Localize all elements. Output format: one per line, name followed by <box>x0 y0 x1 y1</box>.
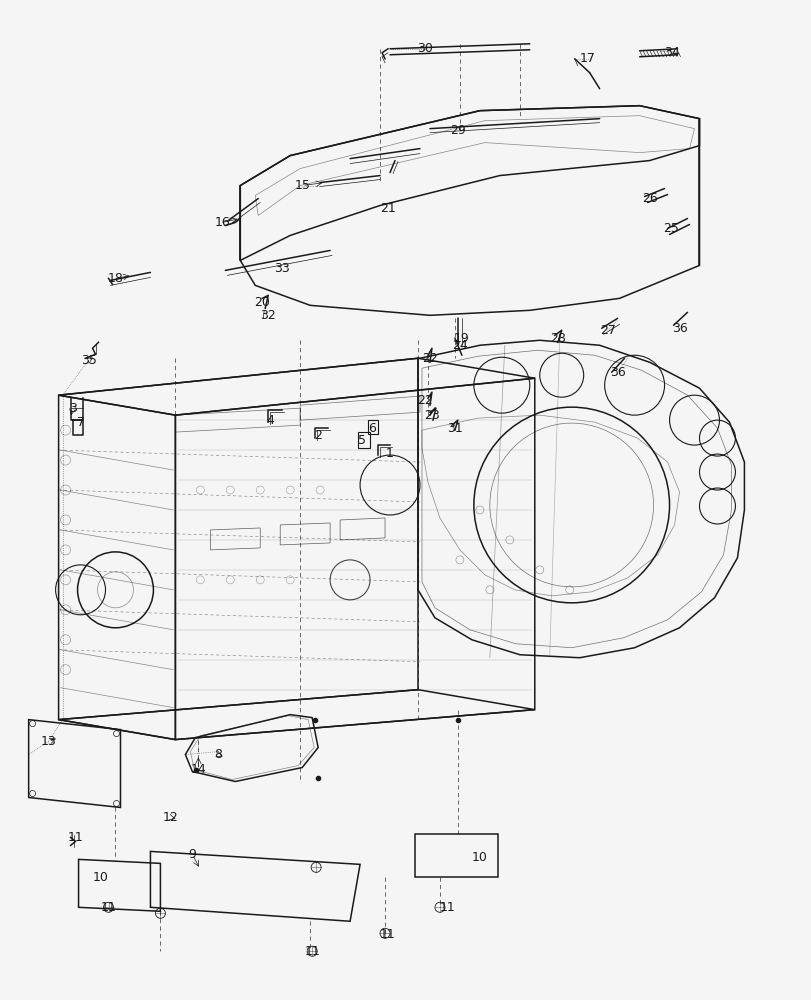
Text: 10: 10 <box>471 851 487 864</box>
Bar <box>367 420 378 434</box>
Text: 11: 11 <box>440 901 455 914</box>
Text: 11: 11 <box>101 901 116 914</box>
Text: 14: 14 <box>191 763 206 776</box>
Text: 22: 22 <box>417 394 432 407</box>
Text: 12: 12 <box>162 811 178 824</box>
Text: 7: 7 <box>76 416 84 429</box>
Text: 22: 22 <box>422 352 437 365</box>
Text: 24: 24 <box>452 339 467 352</box>
Text: 33: 33 <box>274 262 290 275</box>
Text: 25: 25 <box>663 222 679 235</box>
Text: 21: 21 <box>380 202 396 215</box>
Text: 10: 10 <box>92 871 109 884</box>
Text: 30: 30 <box>417 42 432 55</box>
Text: 6: 6 <box>367 422 375 435</box>
Text: 9: 9 <box>188 848 196 861</box>
Text: 23: 23 <box>423 409 440 422</box>
Text: 19: 19 <box>453 332 470 345</box>
Text: 26: 26 <box>641 192 657 205</box>
Text: 34: 34 <box>663 46 679 59</box>
Text: 32: 32 <box>260 309 276 322</box>
Text: 11: 11 <box>304 945 320 958</box>
Text: 28: 28 <box>549 332 565 345</box>
Text: 11: 11 <box>380 928 396 941</box>
Text: 4: 4 <box>266 414 274 427</box>
Text: 11: 11 <box>67 831 84 844</box>
Text: 35: 35 <box>80 354 97 367</box>
Text: 13: 13 <box>41 735 57 748</box>
Text: 5: 5 <box>358 434 366 447</box>
Text: 20: 20 <box>254 296 270 309</box>
Text: 31: 31 <box>447 422 462 435</box>
Text: 3: 3 <box>69 402 76 415</box>
Bar <box>358 432 370 448</box>
Text: 36: 36 <box>609 366 624 379</box>
Text: 18: 18 <box>107 272 123 285</box>
Text: 17: 17 <box>579 52 595 65</box>
Text: 29: 29 <box>449 124 466 137</box>
Text: 36: 36 <box>671 322 687 335</box>
Text: 27: 27 <box>599 324 615 337</box>
Text: 8: 8 <box>214 748 222 761</box>
Text: 15: 15 <box>294 179 310 192</box>
Text: 1: 1 <box>385 447 393 460</box>
Text: 16: 16 <box>214 216 230 229</box>
Text: 2: 2 <box>314 429 322 442</box>
